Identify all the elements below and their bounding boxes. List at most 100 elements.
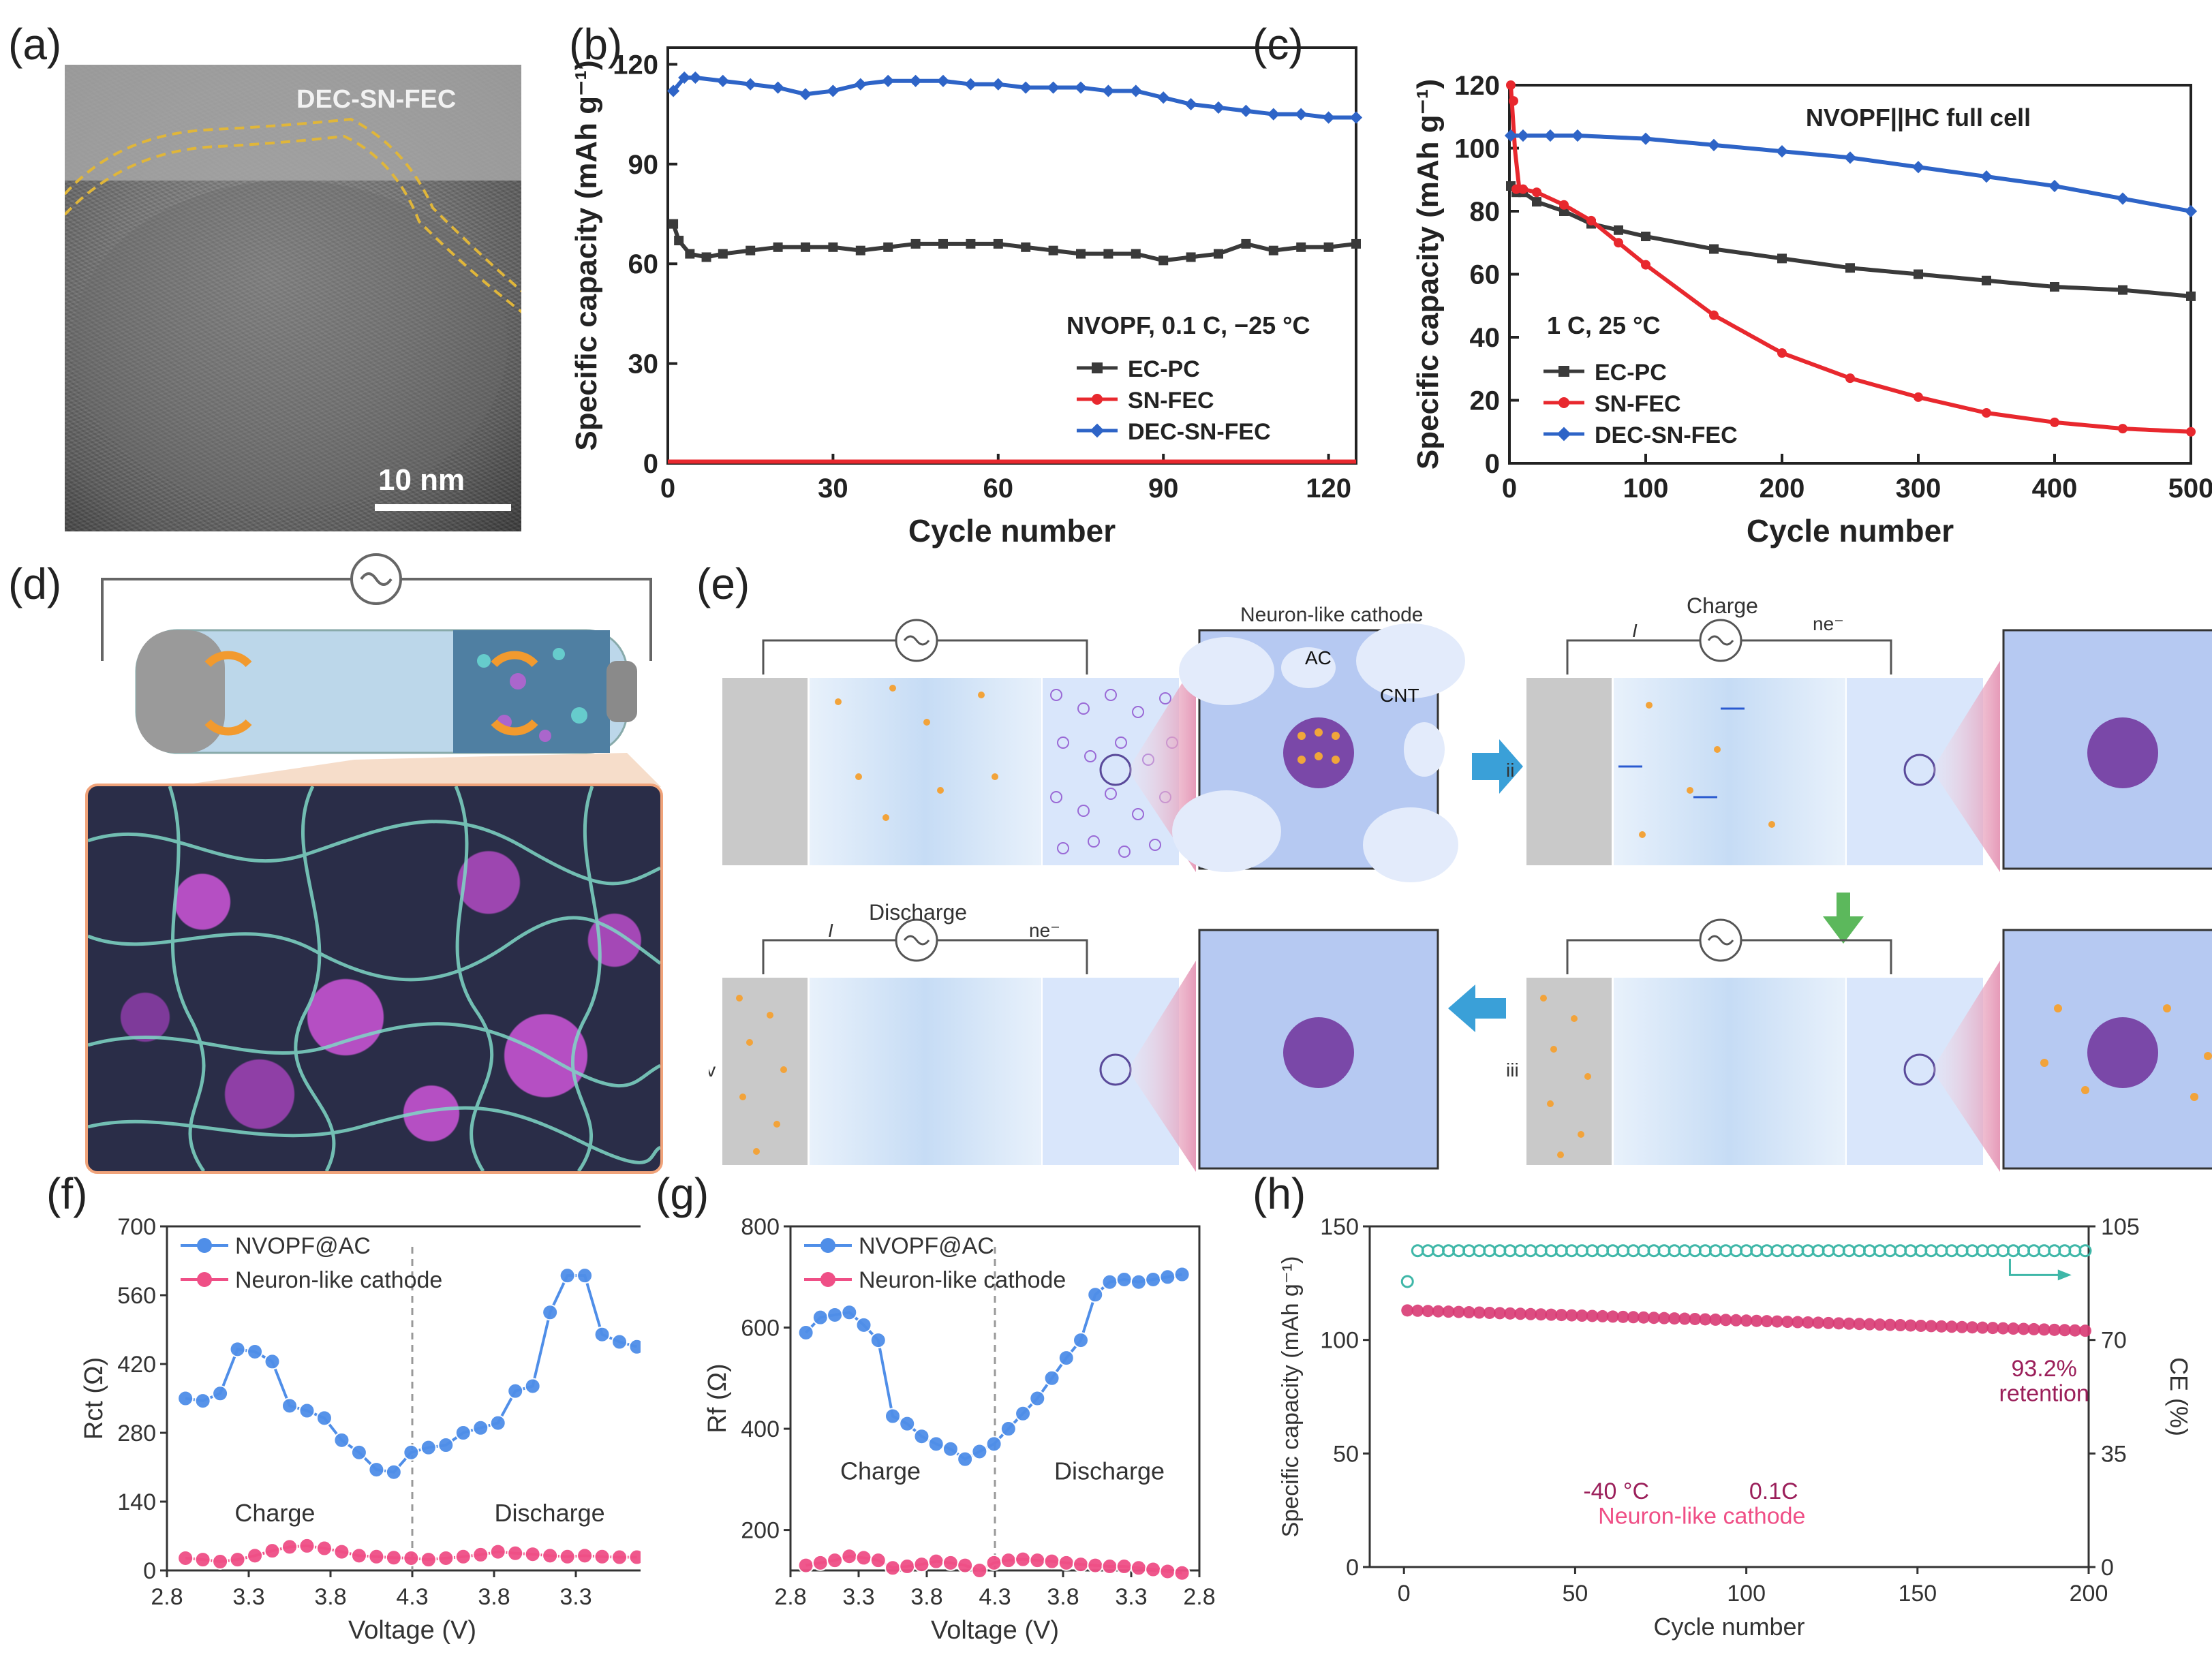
y-tick-label: 90 <box>628 150 659 180</box>
data-point-sn_fec <box>1614 238 1623 248</box>
capacity-point <box>1873 1318 1886 1331</box>
tem-image: DEC-SN-FEC 10 nm <box>65 65 521 531</box>
data-point-dec_sn_fec <box>2048 179 2061 193</box>
data-point-sn_fec <box>1845 373 1855 384</box>
data-point-dec_sn_fec <box>799 88 812 101</box>
data-point-dec_sn_fec <box>854 78 867 91</box>
y-axis-label: Rct (Ω) <box>80 1357 108 1440</box>
data-point-neuron <box>368 1548 385 1565</box>
data-point-neuron <box>350 1547 367 1564</box>
discharge-region-label: Discharge <box>495 1499 605 1527</box>
data-point-nvopf <box>1043 1369 1060 1386</box>
y-axis-label: Specific capacity (mAh g⁻¹) <box>1411 79 1445 469</box>
cnt-label: CNT <box>1380 685 1419 706</box>
current-label: I <box>828 920 833 941</box>
data-point-nvopf <box>927 1436 944 1453</box>
data-point-neuron <box>333 1543 350 1560</box>
data-point-nvopf <box>971 1443 988 1460</box>
x-tick-label: 4.3 <box>979 1584 1011 1610</box>
data-point-neuron <box>229 1551 246 1568</box>
discharge-region-label: Discharge <box>1054 1457 1165 1485</box>
data-point-ec_pc <box>1982 275 1991 285</box>
capacity-point <box>1791 1316 1804 1329</box>
battery-diagram <box>101 553 661 787</box>
data-point-neuron <box>611 1549 628 1566</box>
capacity-point <box>2058 1324 2071 1337</box>
data-point-sn_fec <box>1506 80 1516 90</box>
data-point-ec_pc <box>938 238 948 249</box>
data-point-dec_sn_fec <box>1267 108 1280 121</box>
data-point-nvopf <box>559 1267 576 1284</box>
legend-label-dec_sn_fec: DEC-SN-FEC <box>1128 419 1271 445</box>
capacity-point <box>1689 1312 1702 1325</box>
data-point-dec_sn_fec <box>1349 111 1363 124</box>
data-point-ec_pc <box>1845 263 1855 273</box>
data-point-neuron <box>194 1551 211 1568</box>
data-point-dec_sn_fec <box>1240 104 1253 117</box>
data-point-dec_sn_fec <box>1639 132 1653 145</box>
capacity-point <box>1719 1314 1732 1327</box>
data-point-nvopf <box>855 1316 872 1333</box>
legend-marker-nvopf <box>820 1238 835 1253</box>
scale-bar <box>375 504 511 511</box>
cathode-annotation: Neuron-like cathode <box>1598 1504 1805 1530</box>
data-point-neuron <box>1116 1558 1133 1575</box>
data-point-nvopf <box>913 1428 930 1445</box>
series-line-ec_pc <box>671 223 1353 263</box>
capacity-point <box>1596 1309 1609 1322</box>
electron-label: ne⁻ <box>1813 613 1844 634</box>
data-point-ec_pc <box>1532 197 1541 207</box>
arrowhead-icon <box>2057 1269 2072 1281</box>
capacity-point <box>1740 1314 1753 1327</box>
data-point-neuron <box>1130 1560 1147 1577</box>
x-tick-label: 0 <box>1502 474 1517 503</box>
y-axis-label: Specific capacity (mAh g⁻¹) <box>570 60 603 450</box>
charge-region-label: Charge <box>234 1499 315 1527</box>
capacity-point <box>1555 1309 1568 1322</box>
data-point-ec_pc <box>2050 282 2059 292</box>
capacity-point <box>1452 1305 1465 1318</box>
y-tick-label: 800 <box>741 1214 780 1240</box>
data-point-ec_pc <box>669 219 679 229</box>
data-point-dec_sn_fec <box>689 71 702 84</box>
y-tick-label: 120 <box>613 50 658 80</box>
data-point-ec_pc <box>1048 245 1058 255</box>
charge-discharge-schematic: i Neuron-like cathode AC CNT ii Charge <box>709 593 2212 1172</box>
data-point-neuron <box>971 1562 988 1579</box>
data-point-dec_sn_fec <box>1980 170 1993 183</box>
x-tick-label: 60 <box>983 474 1014 503</box>
y-tick-label: 600 <box>741 1316 780 1342</box>
x-tick-label: 300 <box>1896 474 1941 503</box>
retention-value: 93.2% <box>2011 1356 2076 1382</box>
capacity-point <box>1616 1310 1629 1323</box>
data-point-dec_sn_fec <box>678 71 691 84</box>
data-point-neuron <box>628 1549 641 1566</box>
data-point-nvopf <box>403 1444 420 1461</box>
x-tick-label: 150 <box>1898 1581 1937 1607</box>
data-point-nvopf <box>1101 1273 1118 1290</box>
data-point-nvopf <box>489 1414 506 1431</box>
data-point-dec_sn_fec <box>1047 81 1060 94</box>
data-point-neuron <box>870 1552 887 1569</box>
data-point-sn_fec <box>1518 184 1528 194</box>
data-point-ec_pc <box>1351 238 1361 249</box>
capacity-point <box>1853 1318 1866 1331</box>
data-point-neuron <box>841 1548 858 1565</box>
data-point-ec_pc <box>1214 249 1223 259</box>
rate-annotation: 0.1C <box>1749 1478 1798 1504</box>
data-point-nvopf <box>957 1451 974 1468</box>
data-point-sn_fec <box>1914 392 1923 402</box>
capacity-point <box>1730 1314 1742 1327</box>
data-point-nvopf <box>985 1436 1002 1453</box>
capacity-point <box>1493 1307 1506 1320</box>
data-point-nvopf <box>1145 1271 1162 1288</box>
data-point-neuron <box>455 1548 472 1565</box>
y-tick-label: 140 <box>117 1489 156 1515</box>
chart-c: 0 100 200 300 400 500 0 20 40 60 80 100 120 Cycle num… <box>1411 71 2212 548</box>
data-point-nvopf <box>281 1397 298 1414</box>
x-tick-label: 30 <box>818 474 848 503</box>
data-point-neuron <box>212 1553 229 1570</box>
capacity-point <box>1986 1322 1999 1335</box>
capacity-point <box>1668 1312 1681 1325</box>
x-axis-label: Cycle number <box>1653 1613 1804 1641</box>
